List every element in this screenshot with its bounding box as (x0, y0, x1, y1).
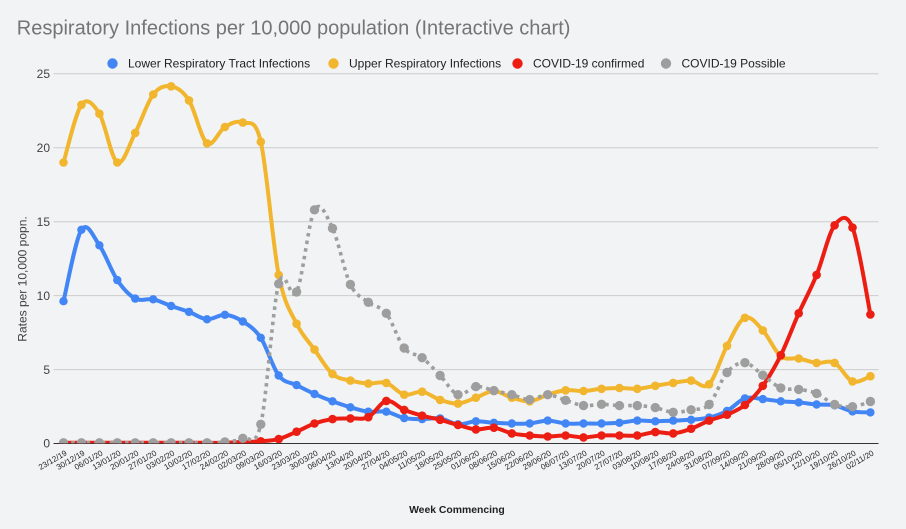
svg-text:5: 5 (43, 363, 50, 377)
svg-text:25: 25 (37, 67, 51, 81)
svg-text:20: 20 (37, 141, 51, 155)
svg-text:COVID-19 Possible: COVID-19 Possible (682, 57, 786, 71)
svg-text:Lower Respiratory Tract Infect: Lower Respiratory Tract Infections (128, 57, 310, 71)
svg-text:0: 0 (43, 437, 50, 451)
svg-text:COVID-19 confirmed: COVID-19 confirmed (533, 57, 644, 71)
svg-text:Respiratory Infections per 10,: Respiratory Infections per 10,000 popula… (17, 18, 571, 40)
svg-text:10: 10 (37, 289, 51, 303)
svg-text:Week Commencing: Week Commencing (409, 505, 505, 516)
svg-text:Rates per 10,000 popn.: Rates per 10,000 popn. (16, 216, 30, 341)
svg-text:15: 15 (37, 215, 51, 229)
svg-text:Upper Respiratory Infections: Upper Respiratory Infections (349, 57, 501, 71)
